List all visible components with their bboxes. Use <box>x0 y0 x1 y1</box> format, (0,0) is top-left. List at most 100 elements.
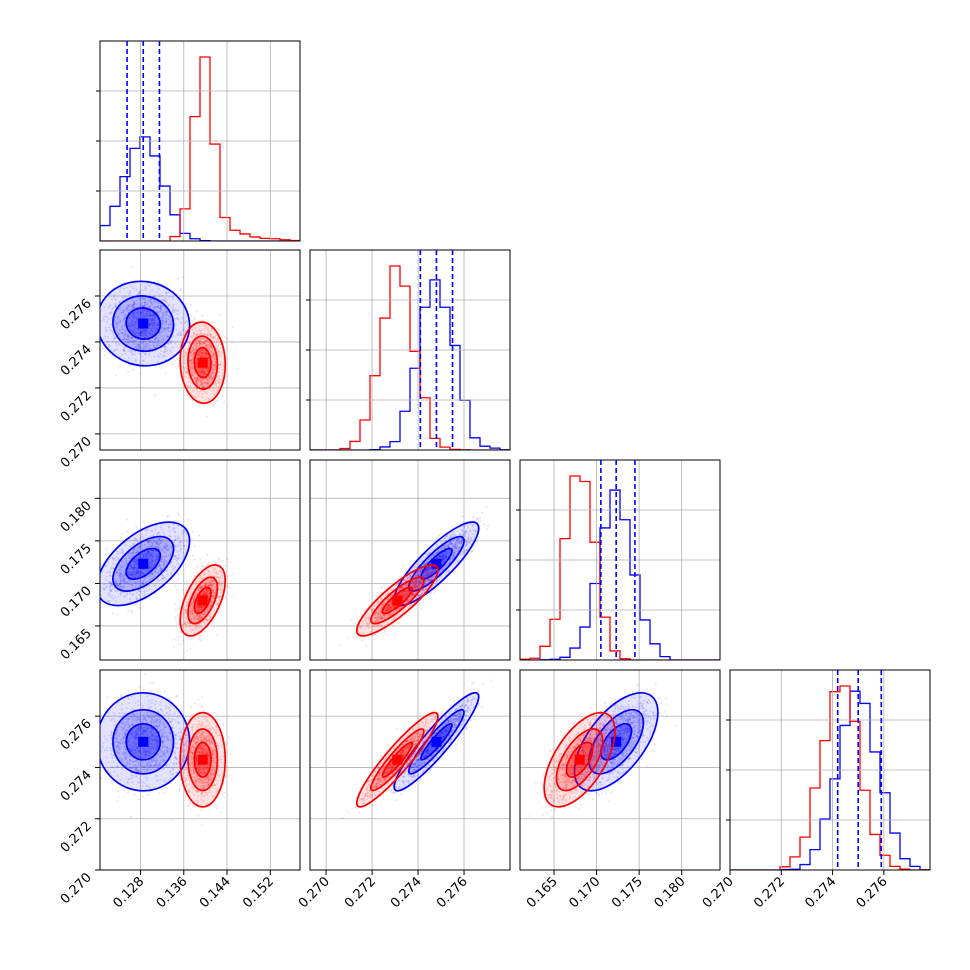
density-peak <box>138 736 149 747</box>
y-tick-label: 0.270 <box>58 434 95 471</box>
contour-line <box>125 547 162 580</box>
panel-frame-2-1 <box>309 459 511 661</box>
x-tick-label: 0.270 <box>296 874 333 911</box>
histogram-1 <box>310 265 510 450</box>
contour-line <box>573 691 659 792</box>
y-tick-label: 0.274 <box>58 342 95 379</box>
y-tick-label: 0.270 <box>58 870 95 907</box>
density-peak <box>138 318 149 329</box>
scatter-1-0 <box>100 265 239 418</box>
panel-border <box>519 669 721 871</box>
hist-series-1 <box>520 475 720 660</box>
panel-frame-1-0 <box>99 249 301 451</box>
panel-frame-3-1 <box>309 669 511 871</box>
density-peak <box>392 754 403 765</box>
histogram-0 <box>100 56 300 241</box>
density-peak <box>574 754 585 765</box>
contour-line <box>100 280 191 367</box>
histogram-3 <box>730 685 930 870</box>
density-peak <box>197 754 208 765</box>
y-tick-label: 0.272 <box>58 819 95 856</box>
y-tick-label: 0.175 <box>58 541 95 578</box>
density-peak <box>611 736 622 747</box>
panel-border <box>99 249 301 451</box>
density-peak <box>138 558 149 569</box>
scatter-3-0 <box>100 672 233 826</box>
contour-line <box>370 576 425 625</box>
contour-line <box>193 346 212 379</box>
contour-line <box>193 586 212 615</box>
density-peak <box>431 736 442 747</box>
hist-series-1 <box>730 685 930 870</box>
contour-line <box>179 564 227 637</box>
hist-series-0 <box>310 279 510 450</box>
y-tick-label: 0.276 <box>58 296 95 333</box>
panel-frame-3-3 <box>726 669 931 871</box>
contour-line <box>555 728 604 792</box>
contour-line <box>370 728 425 792</box>
panel-frame-3-2 <box>519 669 721 871</box>
contour-line <box>355 711 439 808</box>
x-tick-label: 0.274 <box>388 874 425 911</box>
panel-border <box>309 669 511 871</box>
x-tick-label: 0.165 <box>524 874 561 911</box>
panel-frame-3-0 <box>99 669 301 871</box>
scatter-2-0 <box>100 511 235 652</box>
x-tick-label: 0.170 <box>566 874 603 911</box>
x-tick-label: 0.128 <box>110 874 147 911</box>
panel-border <box>99 459 301 661</box>
y-tick-label: 0.274 <box>58 768 95 805</box>
x-tick-label: 0.276 <box>854 874 891 911</box>
contour-line <box>393 691 480 792</box>
contour-line <box>355 564 439 637</box>
contour-line <box>179 321 227 405</box>
scatter-3-1 <box>341 679 493 820</box>
panel-border <box>309 249 511 451</box>
contour-line <box>100 521 191 607</box>
hist-series-1 <box>100 56 300 241</box>
panel-border <box>99 669 301 871</box>
x-tick-label: 0.272 <box>751 874 788 911</box>
panel-border <box>309 459 511 661</box>
x-tick-label: 0.276 <box>434 874 471 911</box>
contour-line <box>112 295 175 352</box>
contour-line <box>193 741 212 778</box>
x-tick-label: 0.272 <box>342 874 379 911</box>
panel-frame-0-0 <box>96 40 301 242</box>
histogram-2 <box>520 475 720 660</box>
contour-line <box>588 708 645 775</box>
density-peak <box>431 558 442 569</box>
y-tick-label: 0.165 <box>58 626 95 663</box>
panel-border <box>99 40 301 242</box>
contour-line <box>187 576 219 625</box>
panel-border <box>519 459 721 661</box>
y-tick-label: 0.170 <box>58 584 95 621</box>
panel-frame-1-1 <box>306 249 511 451</box>
y-tick-label: 0.276 <box>58 716 95 753</box>
hist-series-1 <box>310 265 510 450</box>
panel-border <box>729 669 931 871</box>
x-tick-label: 0.144 <box>197 874 234 911</box>
x-tick-label: 0.270 <box>700 874 737 911</box>
contour-line <box>125 722 162 761</box>
density-peak <box>197 595 208 606</box>
contour-line <box>187 335 219 390</box>
x-tick-label: 0.175 <box>609 874 646 911</box>
hist-series-0 <box>520 489 720 660</box>
x-tick-label: 0.180 <box>652 874 689 911</box>
scatter-2-1 <box>338 505 490 647</box>
x-tick-label: 0.274 <box>802 874 839 911</box>
y-tick-label: 0.180 <box>58 499 95 536</box>
contour-line <box>600 722 633 761</box>
density-peak <box>392 595 403 606</box>
contour-line <box>179 711 227 808</box>
density-peak <box>197 357 208 368</box>
x-tick-label: 0.136 <box>154 874 191 911</box>
contour-line <box>112 535 175 592</box>
contour-line <box>187 728 219 792</box>
contour-line <box>112 708 175 775</box>
contour-line <box>408 535 465 592</box>
x-tick-label: 0.152 <box>240 874 277 911</box>
contour-line <box>565 741 594 778</box>
